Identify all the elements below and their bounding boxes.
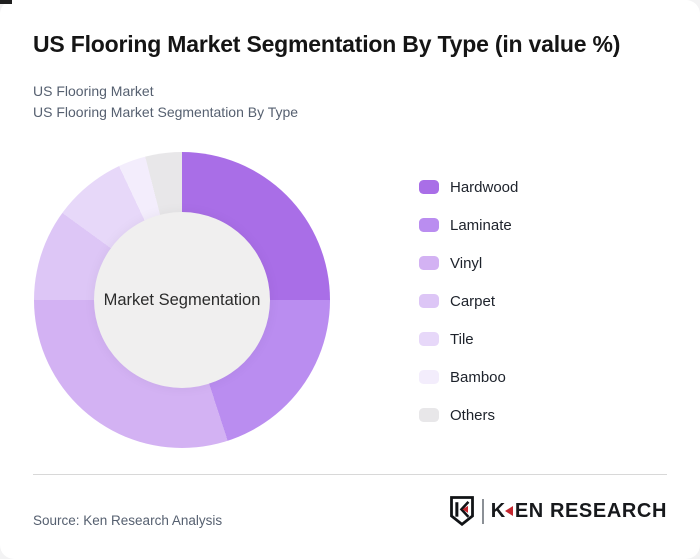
legend-label: Vinyl <box>450 254 483 272</box>
footer-divider <box>33 474 667 475</box>
legend-label: Tile <box>450 330 474 348</box>
legend-item-bamboo[interactable]: Bamboo <box>419 368 518 386</box>
legend-label: Laminate <box>450 216 512 234</box>
legend-swatch <box>419 408 439 422</box>
legend-item-carpet[interactable]: Carpet <box>419 292 518 310</box>
red-triangle-icon <box>504 506 513 516</box>
legend-swatch <box>419 294 439 308</box>
donut-center-label: Market Segmentation <box>103 290 261 309</box>
wordmark-k: K <box>490 499 506 522</box>
donut-center: Market Segmentation <box>94 212 270 388</box>
wordmark-rest: EN RESEARCH <box>514 499 667 522</box>
subtitle-line-1: US Flooring Market <box>33 83 154 99</box>
page-title: US Flooring Market Segmentation By Type … <box>33 31 621 57</box>
chart-subtitle: US Flooring Market US Flooring Market Se… <box>33 81 298 123</box>
ken-research-wordmark: K EN RESEARCH <box>491 500 667 523</box>
logo-separator <box>481 498 484 524</box>
subtitle-line-2: US Flooring Market Segmentation By Type <box>33 104 299 120</box>
legend-swatch <box>419 370 439 384</box>
legend-swatch <box>419 256 439 270</box>
legend-label: Hardwood <box>450 178 519 196</box>
legend-item-vinyl[interactable]: Vinyl <box>419 254 518 272</box>
legend-item-laminate[interactable]: Laminate <box>419 216 518 234</box>
chart-legend: Hardwood Laminate Vinyl Carpet Tile Bamb… <box>419 178 519 424</box>
source-note: Source: Ken Research Analysis <box>33 513 223 528</box>
legend-label: Bamboo <box>450 368 506 386</box>
screen-corner-artifact <box>0 0 12 4</box>
donut-chart-area: Market Segmentation <box>34 152 330 448</box>
ken-research-logo[interactable]: K EN RESEARCH <box>449 496 667 526</box>
legend-swatch <box>419 332 439 346</box>
legend-swatch <box>419 180 439 194</box>
legend-label: Others <box>450 406 496 424</box>
ken-research-shield-icon <box>449 496 474 526</box>
legend-label: Carpet <box>450 292 496 310</box>
legend-swatch <box>419 218 439 232</box>
legend-item-hardwood[interactable]: Hardwood <box>419 178 519 196</box>
legend-item-tile[interactable]: Tile <box>419 330 518 348</box>
legend-item-others[interactable]: Others <box>419 406 518 424</box>
